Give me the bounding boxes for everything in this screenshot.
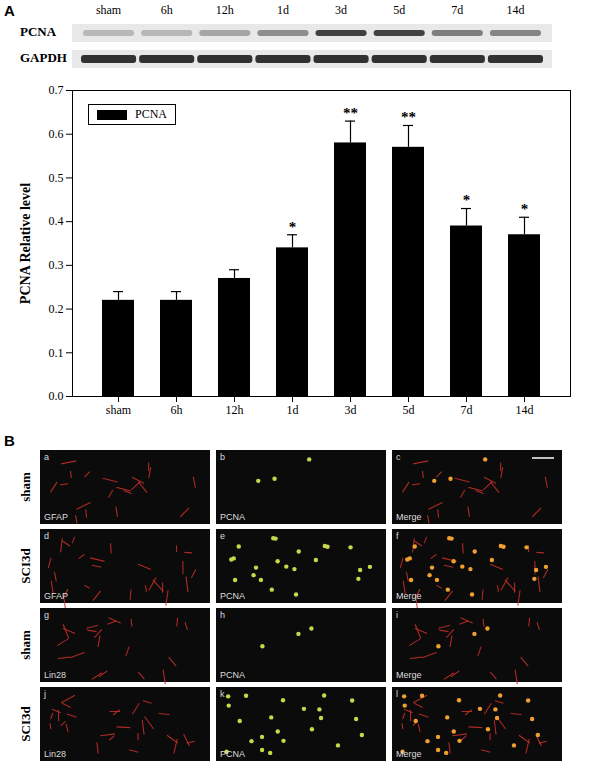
svg-text:*: * bbox=[289, 219, 297, 235]
svg-text:Lin28: Lin28 bbox=[44, 749, 66, 759]
svg-text:i: i bbox=[396, 610, 398, 620]
svg-text:Merge: Merge bbox=[396, 512, 422, 522]
svg-text:0.7: 0.7 bbox=[49, 83, 64, 97]
svg-text:d: d bbox=[44, 531, 49, 541]
svg-text:1d: 1d bbox=[287, 403, 299, 417]
svg-text:GFAP: GFAP bbox=[44, 512, 68, 522]
svg-text:PCNA Relative level: PCNA Relative level bbox=[18, 183, 33, 304]
svg-text:Merge: Merge bbox=[396, 591, 422, 601]
svg-text:k: k bbox=[220, 689, 225, 699]
svg-text:sham: sham bbox=[96, 3, 122, 17]
svg-text:0.2: 0.2 bbox=[49, 302, 64, 316]
svg-text:12h: 12h bbox=[226, 403, 244, 417]
svg-text:PCNA: PCNA bbox=[20, 24, 57, 39]
svg-text:b: b bbox=[220, 452, 225, 462]
svg-text:3d: 3d bbox=[335, 3, 347, 17]
svg-text:SCI3d: SCI3d bbox=[18, 548, 33, 584]
svg-text:*: * bbox=[463, 192, 471, 208]
html-text:PCNA: PCNA bbox=[135, 107, 167, 121]
svg-text:5d: 5d bbox=[403, 403, 415, 417]
svg-text:14d: 14d bbox=[516, 403, 534, 417]
svg-text:7d: 7d bbox=[461, 403, 473, 417]
svg-text:6h: 6h bbox=[171, 403, 183, 417]
svg-text:Lin28: Lin28 bbox=[44, 670, 66, 680]
svg-text:c: c bbox=[396, 452, 401, 462]
svg-text:Merge: Merge bbox=[396, 670, 422, 680]
svg-text:e: e bbox=[220, 531, 225, 541]
svg-text:GAPDH: GAPDH bbox=[20, 50, 67, 65]
svg-text:0.3: 0.3 bbox=[49, 258, 64, 272]
svg-text:5d: 5d bbox=[393, 3, 405, 17]
svg-text:PCNA: PCNA bbox=[220, 670, 245, 680]
svg-text:*: * bbox=[521, 201, 529, 217]
svg-text:0.6: 0.6 bbox=[49, 127, 64, 141]
svg-text:PCNA: PCNA bbox=[220, 749, 245, 759]
svg-text:**: ** bbox=[343, 105, 358, 121]
svg-text:sham: sham bbox=[106, 403, 132, 417]
svg-text:12h: 12h bbox=[216, 3, 234, 17]
html-text:A: A bbox=[4, 2, 15, 19]
svg-text:j: j bbox=[43, 689, 46, 699]
svg-text:6h: 6h bbox=[161, 3, 173, 17]
svg-text:14d: 14d bbox=[506, 3, 524, 17]
svg-text:Merge: Merge bbox=[396, 749, 422, 759]
svg-text:sham: sham bbox=[18, 630, 33, 660]
svg-text:7d: 7d bbox=[451, 3, 463, 17]
svg-text:3d: 3d bbox=[345, 403, 357, 417]
svg-text:SCI3d: SCI3d bbox=[18, 706, 33, 742]
svg-text:**: ** bbox=[401, 109, 416, 125]
html-text:B: B bbox=[4, 432, 15, 449]
svg-text:0.0: 0.0 bbox=[49, 389, 64, 403]
svg-text:GFAP: GFAP bbox=[44, 591, 68, 601]
svg-text:g: g bbox=[44, 610, 49, 620]
svg-text:0.5: 0.5 bbox=[49, 171, 64, 185]
svg-text:a: a bbox=[44, 452, 49, 462]
svg-text:l: l bbox=[396, 689, 398, 699]
svg-text:PCNA: PCNA bbox=[220, 591, 245, 601]
svg-text:sham: sham bbox=[18, 472, 33, 502]
svg-text:0.1: 0.1 bbox=[49, 346, 64, 360]
svg-text:PCNA: PCNA bbox=[220, 512, 245, 522]
svg-text:f: f bbox=[396, 531, 399, 541]
svg-text:1d: 1d bbox=[277, 3, 289, 17]
svg-text:0.4: 0.4 bbox=[49, 214, 64, 228]
svg-text:h: h bbox=[220, 610, 225, 620]
